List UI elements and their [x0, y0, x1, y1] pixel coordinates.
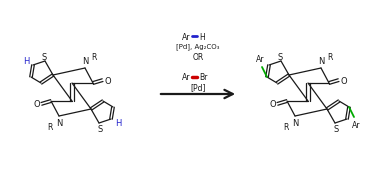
Text: [Pd], Ag₂CO₃: [Pd], Ag₂CO₃	[176, 43, 220, 50]
Text: S: S	[277, 53, 283, 61]
Text: OR: OR	[192, 53, 204, 61]
Text: H: H	[199, 33, 205, 42]
Text: S: S	[98, 125, 102, 133]
Text: N: N	[82, 57, 88, 67]
Text: H: H	[23, 57, 29, 67]
Text: R: R	[91, 53, 97, 63]
Text: O: O	[104, 77, 111, 86]
Text: R: R	[327, 53, 333, 63]
Text: H: H	[115, 119, 121, 129]
Text: S: S	[41, 53, 46, 61]
Text: Ar: Ar	[352, 122, 360, 130]
Text: O: O	[269, 100, 276, 109]
Text: O: O	[340, 77, 347, 86]
Text: O: O	[33, 100, 40, 109]
Text: S: S	[333, 125, 339, 133]
Text: R: R	[47, 123, 53, 132]
Text: Ar: Ar	[181, 74, 190, 83]
Text: N: N	[56, 119, 62, 129]
Text: [Pd]: [Pd]	[190, 84, 206, 92]
Text: Ar: Ar	[256, 56, 264, 64]
Text: N: N	[318, 57, 324, 67]
Text: Ar: Ar	[181, 33, 190, 42]
Text: Br: Br	[199, 74, 208, 83]
Text: N: N	[292, 119, 298, 129]
Text: R: R	[284, 123, 289, 132]
